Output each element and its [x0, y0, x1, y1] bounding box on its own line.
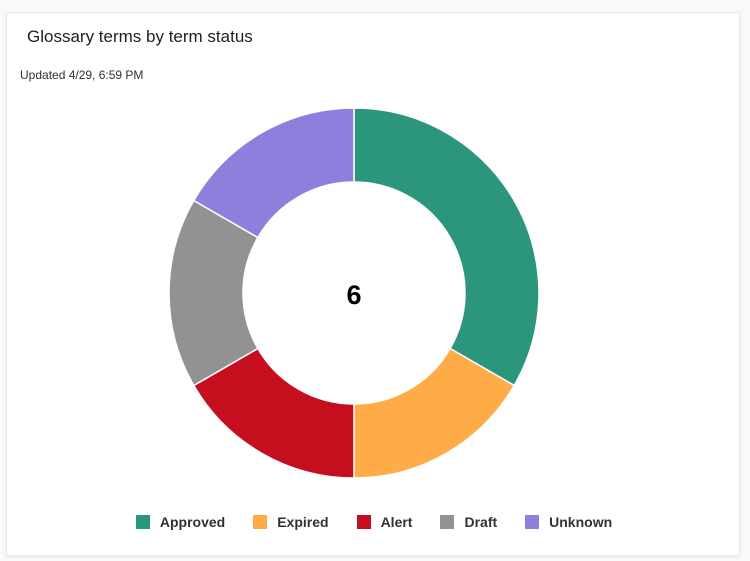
legend-item-approved[interactable]: Approved — [135, 514, 226, 530]
legend-label: Expired — [277, 514, 329, 530]
legend-swatch — [440, 515, 455, 529]
legend-item-draft[interactable]: Draft — [440, 514, 497, 530]
legend-item-alert[interactable]: Alert — [356, 514, 413, 530]
legend-item-unknown[interactable]: Unknown — [525, 514, 612, 530]
donut-slice-approved[interactable] — [353, 107, 540, 387]
legend-swatch — [253, 515, 268, 529]
legend-swatch — [525, 515, 540, 529]
legend-swatch — [356, 515, 371, 529]
legend-swatch — [135, 515, 150, 529]
legend-label: Alert — [380, 514, 413, 530]
center-total-label: 6 — [346, 280, 361, 310]
legend-label: Unknown — [549, 514, 613, 530]
legend-label: Draft — [464, 514, 498, 530]
chart-legend: Approved Expired Alert Draft Unknown — [7, 514, 741, 530]
updated-timestamp: Updated 4/29, 6:59 PM — [20, 68, 144, 82]
legend-item-expired[interactable]: Expired — [253, 514, 329, 530]
donut-chart: 6 — [168, 107, 540, 479]
card-title: Glossary terms by term status — [27, 27, 253, 46]
legend-label: Approved — [159, 514, 226, 530]
donut-slice-unknown[interactable] — [192, 107, 355, 239]
chart-card: Glossary terms by term status Updated 4/… — [6, 12, 740, 556]
